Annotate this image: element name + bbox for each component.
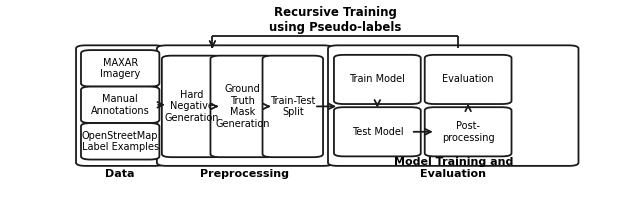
FancyBboxPatch shape	[157, 45, 333, 166]
FancyBboxPatch shape	[81, 123, 159, 159]
Text: Preprocessing: Preprocessing	[200, 169, 289, 179]
Text: Test Model: Test Model	[351, 127, 403, 137]
FancyBboxPatch shape	[334, 55, 420, 104]
FancyBboxPatch shape	[81, 87, 159, 123]
FancyBboxPatch shape	[211, 56, 275, 157]
Text: Ground
Truth
Mask
Generation: Ground Truth Mask Generation	[216, 84, 270, 129]
Text: Manual
Annotations: Manual Annotations	[91, 94, 150, 116]
FancyBboxPatch shape	[425, 107, 511, 156]
FancyBboxPatch shape	[262, 56, 323, 157]
FancyBboxPatch shape	[328, 45, 579, 166]
FancyBboxPatch shape	[81, 50, 159, 87]
Text: Data: Data	[106, 169, 135, 179]
Text: Model Training and
Evaluation: Model Training and Evaluation	[394, 157, 513, 179]
Text: Post-
processing: Post- processing	[442, 121, 495, 143]
Text: MAXAR
Imagery: MAXAR Imagery	[100, 57, 140, 79]
Text: Recursive Training
using Pseudo-labels: Recursive Training using Pseudo-labels	[269, 6, 401, 34]
FancyBboxPatch shape	[334, 107, 420, 156]
Text: Train-Test
Split: Train-Test Split	[270, 96, 316, 117]
FancyBboxPatch shape	[76, 45, 164, 166]
Text: Evaluation: Evaluation	[442, 74, 494, 84]
Text: Hard
Negative
Generation: Hard Negative Generation	[165, 90, 220, 123]
FancyBboxPatch shape	[425, 55, 511, 104]
Text: OpenStreetMap
Label Examples: OpenStreetMap Label Examples	[82, 131, 159, 152]
FancyBboxPatch shape	[162, 56, 222, 157]
Text: Train Model: Train Model	[349, 74, 405, 84]
